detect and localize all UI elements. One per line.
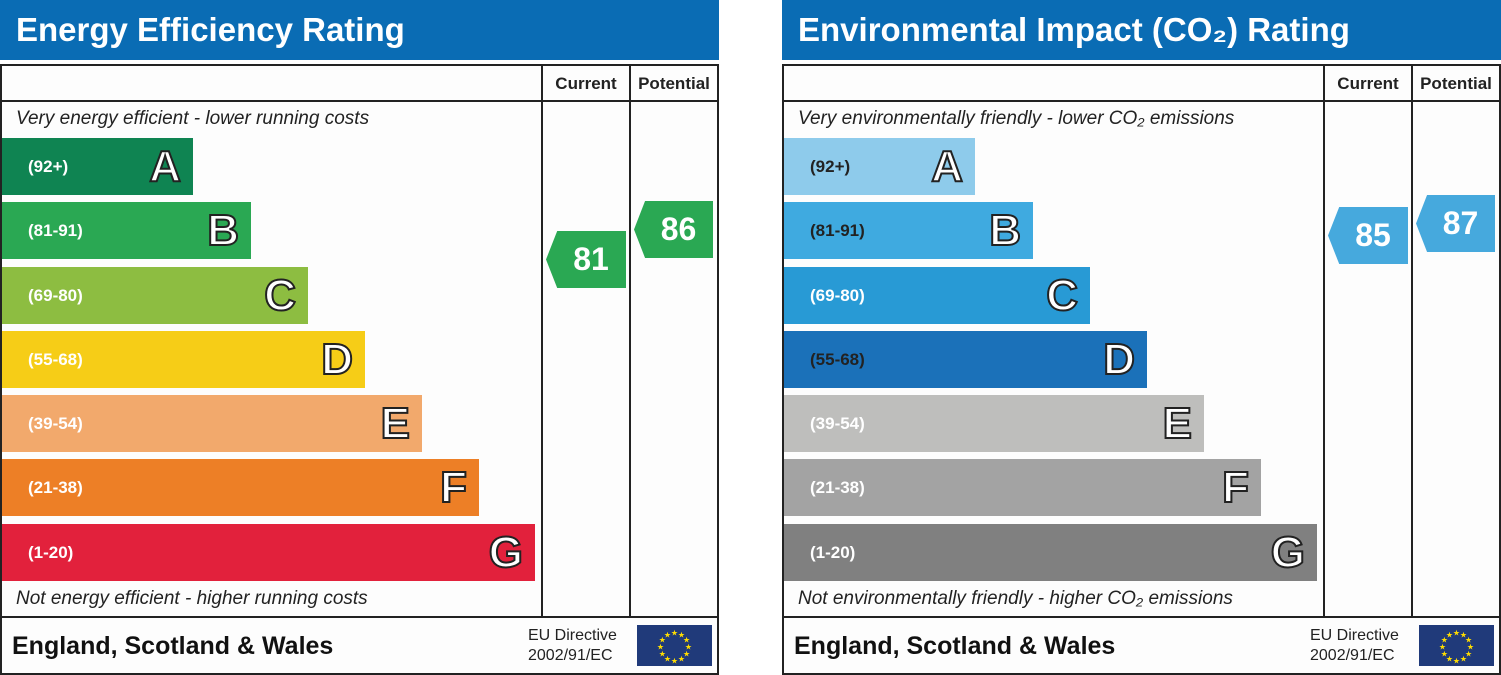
band-b: (81-91) B	[784, 202, 1033, 259]
band-e: (39-54) E	[784, 395, 1204, 452]
chart-title: Energy Efficiency Rating	[0, 0, 719, 60]
column-header-current: Current	[1337, 74, 1399, 93]
band-letter: B	[988, 205, 1022, 256]
band-d: (55-68) D	[2, 331, 365, 388]
band-range: (55-68)	[28, 350, 83, 369]
svg-text:★: ★	[659, 650, 666, 659]
svg-text:★: ★	[1460, 630, 1467, 639]
svg-text:★: ★	[659, 636, 666, 645]
band-range: (55-68)	[810, 350, 865, 369]
band-letter: F	[1221, 462, 1250, 513]
svg-text:★: ★	[1465, 650, 1472, 659]
band-letter: E	[1162, 398, 1193, 449]
divider	[541, 64, 543, 617]
band-letter: A	[930, 141, 964, 192]
svg-text:★: ★	[1446, 630, 1453, 639]
band-c: (69-80) C	[2, 267, 308, 324]
band-range: (1-20)	[810, 543, 856, 562]
column-header-potential: Potential	[1420, 74, 1492, 93]
top-note: Very environmentally friendly - lower CO…	[798, 108, 1235, 129]
band-range: (69-80)	[810, 286, 865, 305]
current-rating-arrow: 81	[546, 231, 626, 288]
svg-text:★: ★	[671, 657, 678, 666]
band-letter: D	[320, 334, 354, 385]
potential-rating-arrow: 87	[1416, 195, 1495, 252]
svg-text:★: ★	[678, 630, 685, 639]
band-letter: F	[439, 462, 468, 513]
band-range: (39-54)	[28, 414, 83, 433]
band-f: (21-38) F	[2, 459, 479, 516]
band-b: (81-91) B	[2, 202, 251, 259]
band-range: (81-91)	[810, 221, 865, 240]
svg-text:★: ★	[1460, 655, 1467, 664]
column-header-current: Current	[555, 74, 617, 93]
svg-text:★: ★	[1453, 629, 1460, 638]
energy-efficiency-panel: Energy Efficiency Rating Current Potential…	[0, 0, 719, 675]
band-range: (69-80)	[28, 286, 83, 305]
divider	[1411, 64, 1413, 617]
chart-title: Environmental Impact (CO₂) Rating	[782, 0, 1501, 60]
divider	[629, 64, 631, 617]
svg-text:★: ★	[1467, 643, 1474, 652]
footer-region: England, Scotland & Wales	[794, 632, 1116, 660]
band-letter: C	[1045, 270, 1079, 321]
bottom-note: Not environmentally friendly - higher CO…	[798, 588, 1233, 609]
svg-text:★: ★	[664, 655, 671, 664]
svg-text:★: ★	[1453, 657, 1460, 666]
top-note: Very energy efficient - lower running co…	[16, 108, 370, 129]
band-f: (21-38) F	[784, 459, 1261, 516]
band-letter: A	[148, 141, 182, 192]
svg-text:★: ★	[1441, 636, 1448, 645]
svg-text:★: ★	[657, 643, 664, 652]
band-d: (55-68) D	[784, 331, 1147, 388]
band-g: (1-20) G	[2, 524, 535, 581]
svg-text:★: ★	[664, 630, 671, 639]
eu-flag-icon: ★ ★ ★ ★ ★ ★ ★ ★ ★ ★ ★ ★	[637, 625, 712, 666]
svg-text:★: ★	[685, 643, 692, 652]
divider	[782, 616, 1501, 618]
divider	[1323, 64, 1325, 617]
svg-text:★: ★	[1441, 650, 1448, 659]
potential-rating-arrow: 86	[634, 201, 713, 258]
band-letter: B	[206, 205, 240, 256]
band-range: (21-38)	[810, 478, 865, 497]
current-rating-arrow: 85	[1328, 207, 1408, 264]
band-c: (69-80) C	[784, 267, 1090, 324]
divider	[782, 100, 1501, 102]
eu-directive: EU Directive 2002/91/EC	[528, 627, 617, 664]
eu-flag-icon: ★ ★ ★ ★ ★ ★ ★ ★ ★ ★ ★ ★	[1419, 625, 1494, 666]
band-e: (39-54) E	[2, 395, 422, 452]
svg-text:★: ★	[1465, 636, 1472, 645]
svg-text:★: ★	[671, 629, 678, 638]
band-range: (81-91)	[28, 221, 83, 240]
environmental-impact-panel: Environmental Impact (CO₂) Rating Current…	[782, 0, 1501, 675]
band-a: (92+) A	[2, 138, 193, 195]
divider	[0, 100, 719, 102]
band-range: (39-54)	[810, 414, 865, 433]
svg-text:★: ★	[1439, 643, 1446, 652]
bottom-note: Not energy efficient - higher running co…	[16, 588, 368, 609]
band-range: (92+)	[28, 157, 69, 176]
band-g: (1-20) G	[784, 524, 1317, 581]
band-letter: D	[1102, 334, 1136, 385]
band-a: (92+) A	[784, 138, 975, 195]
band-range: (92+)	[810, 157, 851, 176]
band-letter: C	[263, 270, 297, 321]
band-letter: G	[488, 527, 524, 578]
band-letter: E	[380, 398, 411, 449]
footer-region: England, Scotland & Wales	[12, 632, 334, 660]
svg-text:★: ★	[678, 655, 685, 664]
band-range: (21-38)	[28, 478, 83, 497]
column-header-potential: Potential	[638, 74, 710, 93]
divider	[0, 616, 719, 618]
band-letter: G	[1270, 527, 1306, 578]
band-range: (1-20)	[28, 543, 74, 562]
svg-text:★: ★	[683, 636, 690, 645]
eu-directive: EU Directive 2002/91/EC	[1310, 627, 1399, 664]
svg-text:★: ★	[1446, 655, 1453, 664]
svg-text:★: ★	[683, 650, 690, 659]
